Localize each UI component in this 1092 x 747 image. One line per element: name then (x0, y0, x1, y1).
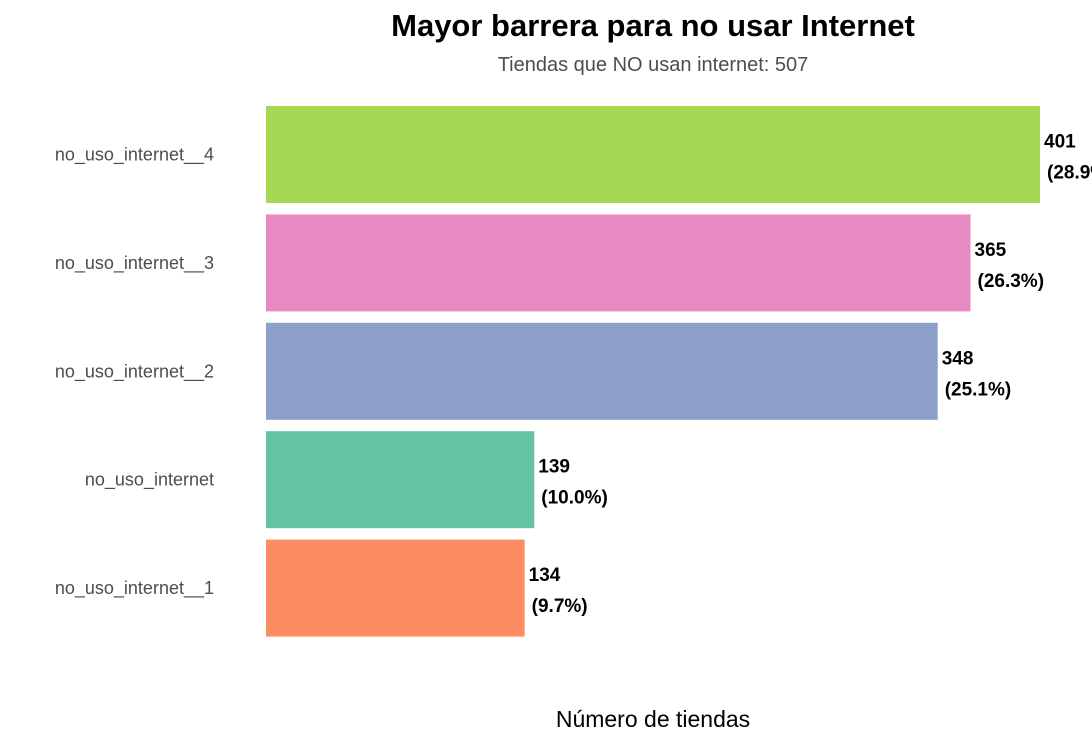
bar-no_uso_internet__4 (266, 106, 1040, 203)
chart-title: Mayor barrera para no usar Internet (391, 8, 915, 43)
percent-label: (25.1%) (945, 379, 1012, 400)
bar-no_uso_internet__2 (266, 322, 938, 420)
percent-label: (10.0%) (541, 488, 608, 509)
percent-label: (9.7%) (532, 596, 588, 617)
value-label: 401 (1044, 132, 1076, 153)
value-label: 139 (538, 457, 570, 478)
category-label: no_uso_internet__3 (55, 253, 214, 274)
value-label: 134 (529, 565, 561, 586)
category-label: no_uso_internet__1 (55, 578, 214, 599)
x-axis-label: Número de tiendas (555, 706, 751, 732)
category-label: no_uso_internet__4 (55, 145, 214, 166)
bar-no_uso_internet__1 (266, 539, 525, 637)
category-label: no_uso_internet__2 (55, 361, 214, 382)
value-label: 365 (975, 240, 1007, 261)
percent-label: (26.3%) (978, 271, 1045, 292)
category-label: no_uso_internet (85, 470, 214, 491)
bar-no_uso_internet__3 (266, 214, 971, 312)
value-label: 348 (942, 348, 974, 369)
percent-label: (28.9%) (1047, 163, 1092, 184)
bar-no_uso_internet (266, 431, 535, 529)
chart-subtitle: Tiendas que NO usan internet: 507 (497, 54, 809, 76)
